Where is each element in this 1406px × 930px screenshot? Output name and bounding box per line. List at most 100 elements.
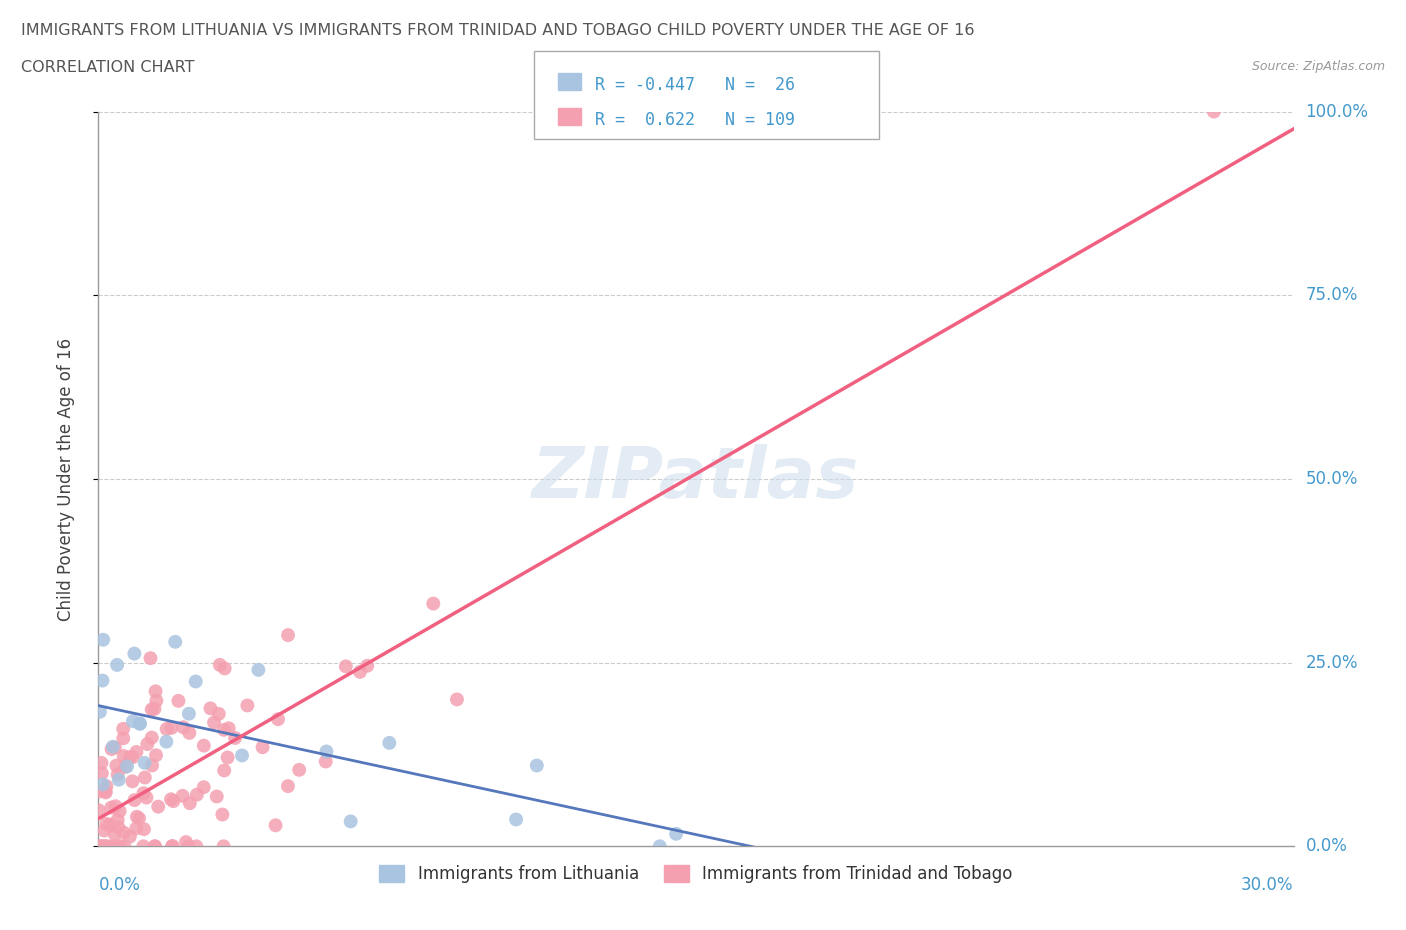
Point xyxy=(208,658,231,672)
Point xyxy=(160,839,183,854)
Point xyxy=(91,673,114,688)
Point xyxy=(236,698,259,713)
Point xyxy=(90,755,112,770)
Point xyxy=(172,720,194,735)
Point xyxy=(98,817,121,832)
Point xyxy=(112,749,135,764)
Point xyxy=(94,839,117,854)
Point xyxy=(132,839,155,854)
Point xyxy=(98,817,121,832)
Point xyxy=(277,628,299,643)
Point xyxy=(208,707,231,722)
Point xyxy=(214,661,236,676)
Point xyxy=(93,839,115,854)
Point xyxy=(121,750,143,764)
Point xyxy=(335,659,357,674)
Point xyxy=(104,839,127,854)
Text: 75.0%: 75.0% xyxy=(1306,286,1358,304)
Point xyxy=(217,751,239,765)
Point xyxy=(177,839,200,854)
Point xyxy=(247,662,270,677)
Point xyxy=(148,799,170,814)
Point xyxy=(107,813,129,828)
Point xyxy=(211,807,233,822)
Point xyxy=(91,777,114,791)
Point xyxy=(121,774,143,789)
Point xyxy=(160,791,183,806)
Point xyxy=(231,748,253,763)
Point xyxy=(112,839,135,854)
Point xyxy=(105,758,128,773)
Point xyxy=(218,721,240,736)
Point xyxy=(193,738,215,753)
Point xyxy=(104,740,127,755)
Text: R =  0.622   N = 109: R = 0.622 N = 109 xyxy=(595,111,794,129)
Point xyxy=(174,834,197,849)
Point xyxy=(94,784,117,799)
Point xyxy=(94,785,117,800)
Point xyxy=(267,711,290,726)
Point xyxy=(143,839,166,854)
Point xyxy=(202,715,225,730)
Point xyxy=(179,796,201,811)
Point xyxy=(100,800,122,815)
Text: 100.0%: 100.0% xyxy=(1306,102,1368,121)
Point xyxy=(108,804,131,818)
Point xyxy=(145,748,167,763)
Point xyxy=(356,658,378,673)
Point xyxy=(136,737,159,751)
Point xyxy=(162,793,184,808)
Point xyxy=(145,684,167,698)
Point xyxy=(349,664,371,679)
Text: 25.0%: 25.0% xyxy=(1306,654,1358,671)
Point xyxy=(100,839,122,854)
Point xyxy=(96,778,118,793)
Point xyxy=(212,763,235,777)
Point xyxy=(112,825,135,840)
Point xyxy=(155,734,177,749)
Point xyxy=(101,739,124,754)
Point xyxy=(1202,104,1225,119)
Point xyxy=(134,770,156,785)
Point xyxy=(315,744,337,759)
Point xyxy=(108,839,131,854)
Point xyxy=(179,725,201,740)
Point xyxy=(135,790,157,805)
Point xyxy=(90,839,112,854)
Point xyxy=(90,766,112,781)
Point xyxy=(112,731,135,746)
Text: 50.0%: 50.0% xyxy=(1306,470,1358,488)
Point xyxy=(505,812,527,827)
Point xyxy=(167,694,190,709)
Point xyxy=(91,839,114,854)
Text: R = -0.447   N =  26: R = -0.447 N = 26 xyxy=(595,76,794,94)
Text: Source: ZipAtlas.com: Source: ZipAtlas.com xyxy=(1251,60,1385,73)
Point xyxy=(339,814,361,829)
Point xyxy=(224,731,246,746)
Point xyxy=(200,701,222,716)
Text: ZIPatlas: ZIPatlas xyxy=(533,445,859,513)
Point xyxy=(141,702,163,717)
Point xyxy=(118,830,141,844)
Text: CORRELATION CHART: CORRELATION CHART xyxy=(21,60,194,75)
Point xyxy=(124,792,146,807)
Point xyxy=(96,817,118,831)
Point xyxy=(378,736,401,751)
Point xyxy=(141,730,163,745)
Point xyxy=(100,817,122,832)
Point xyxy=(89,704,111,719)
Point xyxy=(193,779,215,794)
Point xyxy=(107,772,129,787)
Point xyxy=(446,692,468,707)
Point xyxy=(132,786,155,801)
Text: IMMIGRANTS FROM LITHUANIA VS IMMIGRANTS FROM TRINIDAD AND TOBAGO CHILD POVERTY U: IMMIGRANTS FROM LITHUANIA VS IMMIGRANTS … xyxy=(21,23,974,38)
Point xyxy=(105,658,128,672)
Point xyxy=(186,839,208,854)
Point xyxy=(112,722,135,737)
Text: 30.0%: 30.0% xyxy=(1241,876,1294,894)
Point xyxy=(122,713,145,728)
Point xyxy=(134,755,156,770)
Legend: Immigrants from Lithuania, Immigrants from Trinidad and Tobago: Immigrants from Lithuania, Immigrants fr… xyxy=(373,857,1019,889)
Point xyxy=(177,706,200,721)
Point xyxy=(648,839,671,854)
